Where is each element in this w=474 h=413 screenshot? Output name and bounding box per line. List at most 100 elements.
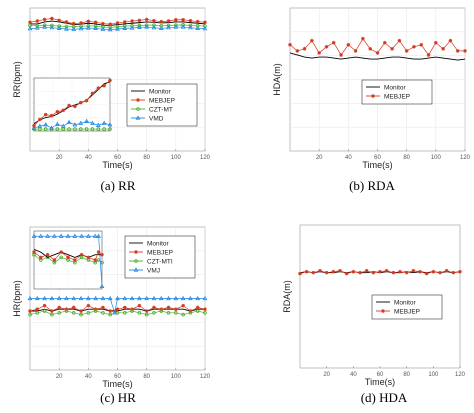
series-czt-point [159,309,164,313]
inset-series-vmd-point [43,122,49,127]
x-tick-label: 100 [171,155,182,161]
series-mebjep-point [203,307,207,312]
series-mebjep-point [101,21,105,26]
series-mebjep-point [361,36,365,41]
series-vmd-point [151,295,157,301]
inset-series-czt-point [67,127,71,131]
series-mebjep-point [166,305,171,310]
series-mebjep-point [411,268,416,273]
inset-series-vmd-point [66,119,72,124]
inset-series-mebjep-point [66,255,70,260]
series-vmd-point [107,26,113,32]
series-vmd-point [42,24,47,29]
inset-plot [31,230,105,290]
series-mebjep-point [50,309,54,313]
series-mebjep-point [424,271,429,276]
series-vmd-point [173,24,179,29]
inset-series-czt-point [108,127,112,131]
series-mebjep-point [418,269,422,274]
legend: Monitor MEBJEP [371,294,443,320]
inset-plot [31,77,113,132]
inset-series-vmd-point [49,125,54,130]
x-axis-label: Time(s) [362,160,392,170]
legend-box [361,79,433,105]
x-tick-label: 120 [200,155,211,161]
series-vmd-line [29,26,206,30]
panels-layer: 20 40 60 80 100 120 Time(s) RR(bpm) Monitor MEBJE… [12,7,471,405]
series-vmd-point [129,295,135,301]
series-mebjep-point [317,51,321,55]
legend-marker [134,250,138,254]
inset-series-vmd-point [95,122,101,127]
series-mebjep-point [130,19,134,23]
inset-series-vmd-point [78,120,84,125]
inset-series-vmd-point [79,233,84,238]
series-mebjep-point [159,19,164,24]
series-mebjep-point [404,49,409,53]
legend-label: Monitor [149,88,172,95]
series-mebjep-point [28,309,32,313]
y-axis-label: HDA(m) [272,63,282,96]
legend-label: MEBJEP [384,93,410,100]
series-vmd-point [100,26,106,31]
legend-marker [135,115,141,120]
inset-series-mebjep-point [79,252,84,257]
y-axis-label: HR(bpm) [12,280,22,317]
series-mebjep-point [368,47,373,51]
series-mebjep-point [122,20,127,24]
x-tick-label: 80 [403,155,410,161]
inset-series-czt-point [84,127,89,131]
series-czt-point [130,23,134,28]
x-axis-label: Time(s) [365,377,395,387]
inset-series-vmd-point [96,233,101,238]
inset-series-vmd-point [37,123,43,128]
inset-series-mebjep-point [96,250,101,254]
series-mebjep-point [195,19,200,24]
series-czt-point [152,310,156,315]
series-czt-point [35,310,40,315]
inset-series-vmd-point [92,233,98,238]
series-mebjep-point [86,303,91,308]
series-mebjep-point [412,45,416,49]
series-vmd-point [34,25,40,30]
inset-series-czt-point [96,127,101,131]
inset-series-vmd-point [58,233,64,238]
inset-series-mebjep-point [61,108,66,113]
inset-series-vmd-point [45,233,50,238]
legend-label: VMD [149,115,164,122]
series-czt-point [86,23,91,28]
inset-series-vmd-point [72,233,78,238]
legend-label: MEBJEP [147,249,173,256]
series-vmd-point [71,26,77,31]
x-tick-label: 40 [345,155,352,161]
series-mebjep-point [310,38,314,43]
inset-series-vmd-point [31,125,37,130]
series-mebjep-point [390,47,394,51]
series-czt-point [57,310,61,315]
series-vmd-point [136,24,142,29]
series-czt-point [203,310,207,315]
inset-series-czt-point [102,127,106,131]
series-czt-point [174,23,178,27]
x-tick-label: 80 [403,372,410,378]
series-vmd-point [144,295,150,301]
inset-series-czt-point [73,127,77,131]
legend-marker [381,309,385,313]
series-vmd-point [180,24,186,29]
series-czt-point [93,24,98,28]
x-tick-label: 100 [171,374,182,380]
series-czt-point [115,24,120,29]
series-vmd-point [188,295,193,301]
series-czt-point [50,312,54,317]
x-tick-label: 40 [350,372,357,378]
series-vmd-point [136,295,142,301]
series-vmd-point [56,295,62,301]
x-tick-label: 120 [460,155,471,161]
inset-series-czt-point [78,127,83,131]
series-czt-point [42,309,47,313]
legend-label: VMJ [147,267,160,274]
series-mebjep-point [458,269,462,274]
series-czt-point [122,310,127,315]
inset-series-czt-point [43,127,48,131]
series-mebjep-point [295,49,300,53]
